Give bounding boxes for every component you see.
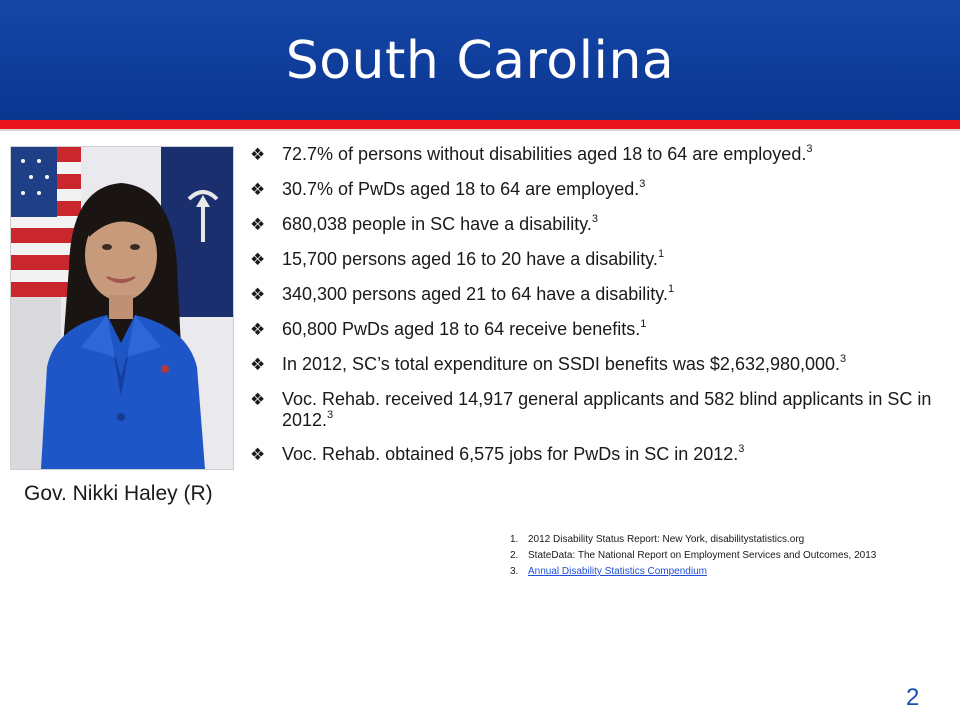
bullet-text: 680,038 people in SC have a disability. <box>282 214 592 234</box>
statistics-list: ❖ 72.7% of persons without disabilities … <box>246 144 956 479</box>
bullet-text: 72.7% of persons without disabilities ag… <box>282 144 807 164</box>
diamond-quad-icon: ❖ <box>250 180 266 200</box>
page-number: 2 <box>906 684 920 711</box>
list-item: ❖ 15,700 persons aged 16 to 20 have a di… <box>246 248 956 271</box>
citation-ref: 3 <box>738 443 745 455</box>
citation-ref: 3 <box>840 353 847 365</box>
governor-portrait <box>10 146 234 470</box>
diamond-quad-icon: ❖ <box>250 320 266 340</box>
reference-text: 2012 Disability Status Report: New York,… <box>528 534 805 545</box>
citation-ref: 1 <box>667 283 675 295</box>
diamond-quad-icon: ❖ <box>250 215 266 235</box>
diamond-quad-icon: ❖ <box>250 445 266 465</box>
citation-ref: 3 <box>639 178 646 190</box>
reference-item: 3. Annual Disability Statistics Compendiu… <box>510 564 960 580</box>
list-item: ❖ 680,038 people in SC have a disability… <box>246 213 956 236</box>
divider-line <box>0 129 960 131</box>
bullet-text: 15,700 persons aged 16 to 20 have a disa… <box>282 249 658 269</box>
title-banner: South Carolina <box>0 0 960 120</box>
bullet-text: Voc. Rehab. obtained 6,575 jobs for PwDs… <box>282 444 739 464</box>
diamond-quad-icon: ❖ <box>250 250 266 270</box>
list-item: ❖ Voc. Rehab. obtained 6,575 jobs for Pw… <box>246 443 956 466</box>
reference-number: 1. <box>510 534 519 545</box>
bullet-text: In 2012, SC’s total expenditure on SSDI … <box>282 354 841 374</box>
reference-item: 1. 2012 Disability Status Report: New Yor… <box>510 532 960 548</box>
portrait-caption: Gov. Nikki Haley (R) <box>24 482 213 505</box>
citation-ref: 1 <box>657 248 665 260</box>
bullet-text: 60,800 PwDs aged 18 to 64 receive benefi… <box>282 319 641 339</box>
reference-number: 2. <box>510 550 519 561</box>
citation-ref: 3 <box>591 213 599 225</box>
bullet-text: Voc. Rehab. received 14,917 general appl… <box>282 389 932 430</box>
bullet-text: 30.7% of PwDs aged 18 to 64 are employed… <box>282 179 640 199</box>
reference-text: StateData: The National Report on Employ… <box>528 550 877 561</box>
citation-ref: 1 <box>640 318 647 330</box>
list-item: ❖ In 2012, SC’s total expenditure on SSD… <box>246 353 956 376</box>
reference-link[interactable]: Annual Disability Statistics Compendium <box>528 566 707 577</box>
citation-ref: 3 <box>327 409 334 421</box>
reference-item: 2. StateData: The National Report on Empl… <box>510 548 960 564</box>
list-item: ❖ Voc. Rehab. received 14,917 general ap… <box>246 389 956 431</box>
portrait-illustration <box>11 147 233 469</box>
list-item: ❖ 30.7% of PwDs aged 18 to 64 are employ… <box>246 178 956 201</box>
accent-bar <box>0 120 960 129</box>
list-item: ❖ 60,800 PwDs aged 18 to 64 receive bene… <box>246 318 956 341</box>
list-item: ❖ 72.7% of persons without disabilities … <box>246 143 956 166</box>
bullet-text: 340,300 persons aged 21 to 64 have a dis… <box>282 284 668 304</box>
diamond-quad-icon: ❖ <box>250 285 266 305</box>
citation-ref: 3 <box>806 143 813 155</box>
diamond-quad-icon: ❖ <box>250 390 266 410</box>
diamond-quad-icon: ❖ <box>250 355 266 375</box>
list-item: ❖ 340,300 persons aged 21 to 64 have a d… <box>246 283 956 306</box>
diamond-quad-icon: ❖ <box>250 145 266 165</box>
slide-title: South Carolina <box>285 31 675 91</box>
references-list: 1. 2012 Disability Status Report: New Yor… <box>510 532 960 580</box>
reference-number: 3. <box>510 566 519 577</box>
